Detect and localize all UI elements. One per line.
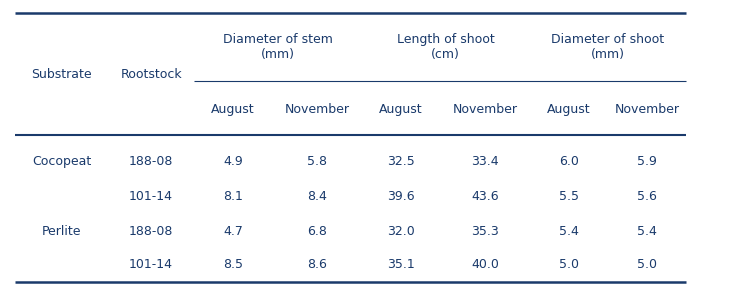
Text: 4.7: 4.7 (223, 225, 243, 238)
Text: 5.8: 5.8 (307, 155, 327, 168)
Text: 8.6: 8.6 (307, 258, 327, 271)
Text: 188-08: 188-08 (129, 155, 173, 168)
Text: November: November (452, 103, 518, 116)
Text: 4.9: 4.9 (223, 155, 243, 168)
Text: 6.0: 6.0 (559, 155, 579, 168)
Text: August: August (547, 103, 591, 116)
Text: 32.0: 32.0 (387, 225, 415, 238)
Text: Length of shoot
(cm): Length of shoot (cm) (397, 33, 495, 61)
Text: November: November (615, 103, 680, 116)
Text: 8.4: 8.4 (307, 190, 327, 203)
Text: 5.0: 5.0 (637, 258, 657, 271)
Text: 35.1: 35.1 (387, 258, 415, 271)
Text: 35.3: 35.3 (471, 225, 499, 238)
Text: Perlite: Perlite (42, 225, 81, 238)
Text: Cocopeat: Cocopeat (32, 155, 91, 168)
Text: 101-14: 101-14 (129, 190, 173, 203)
Text: 5.4: 5.4 (559, 225, 579, 238)
Text: Substrate: Substrate (31, 68, 92, 81)
Text: 5.0: 5.0 (559, 258, 579, 271)
Text: Diameter of shoot
(mm): Diameter of shoot (mm) (551, 33, 665, 61)
Text: 33.4: 33.4 (471, 155, 499, 168)
Text: 8.5: 8.5 (223, 258, 243, 271)
Text: 188-08: 188-08 (129, 225, 173, 238)
Text: 101-14: 101-14 (129, 258, 173, 271)
Text: 32.5: 32.5 (387, 155, 415, 168)
Text: 6.8: 6.8 (307, 225, 327, 238)
Text: August: August (379, 103, 423, 116)
Text: 40.0: 40.0 (471, 258, 499, 271)
Text: 5.5: 5.5 (559, 190, 579, 203)
Text: 8.1: 8.1 (223, 190, 243, 203)
Text: Rootstock: Rootstock (120, 68, 182, 81)
Text: Diameter of stem
(mm): Diameter of stem (mm) (223, 33, 333, 61)
Text: 43.6: 43.6 (471, 190, 499, 203)
Text: November: November (284, 103, 350, 116)
Text: 39.6: 39.6 (387, 190, 415, 203)
Text: 5.9: 5.9 (637, 155, 657, 168)
Text: 5.6: 5.6 (637, 190, 657, 203)
Text: August: August (211, 103, 255, 116)
Text: 5.4: 5.4 (637, 225, 657, 238)
